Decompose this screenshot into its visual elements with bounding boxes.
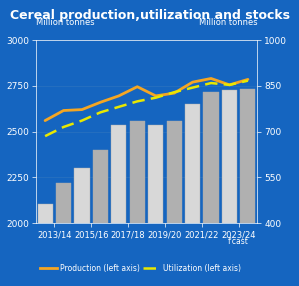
- Bar: [130, 121, 145, 286]
- Bar: [56, 183, 71, 286]
- Bar: [111, 126, 126, 286]
- Bar: [204, 92, 219, 286]
- Bar: [74, 168, 89, 286]
- Bar: [185, 104, 200, 286]
- Text: f'cast: f'cast: [228, 237, 249, 246]
- Text: Million tonnes: Million tonnes: [199, 18, 257, 27]
- Bar: [38, 204, 53, 286]
- Text: Cereal production,utilization and stocks: Cereal production,utilization and stocks: [10, 9, 289, 21]
- Bar: [222, 90, 237, 286]
- Bar: [93, 150, 108, 286]
- Bar: [167, 121, 182, 286]
- Bar: [148, 126, 163, 286]
- Bar: [240, 89, 255, 286]
- Text: Million tonnes: Million tonnes: [36, 18, 94, 27]
